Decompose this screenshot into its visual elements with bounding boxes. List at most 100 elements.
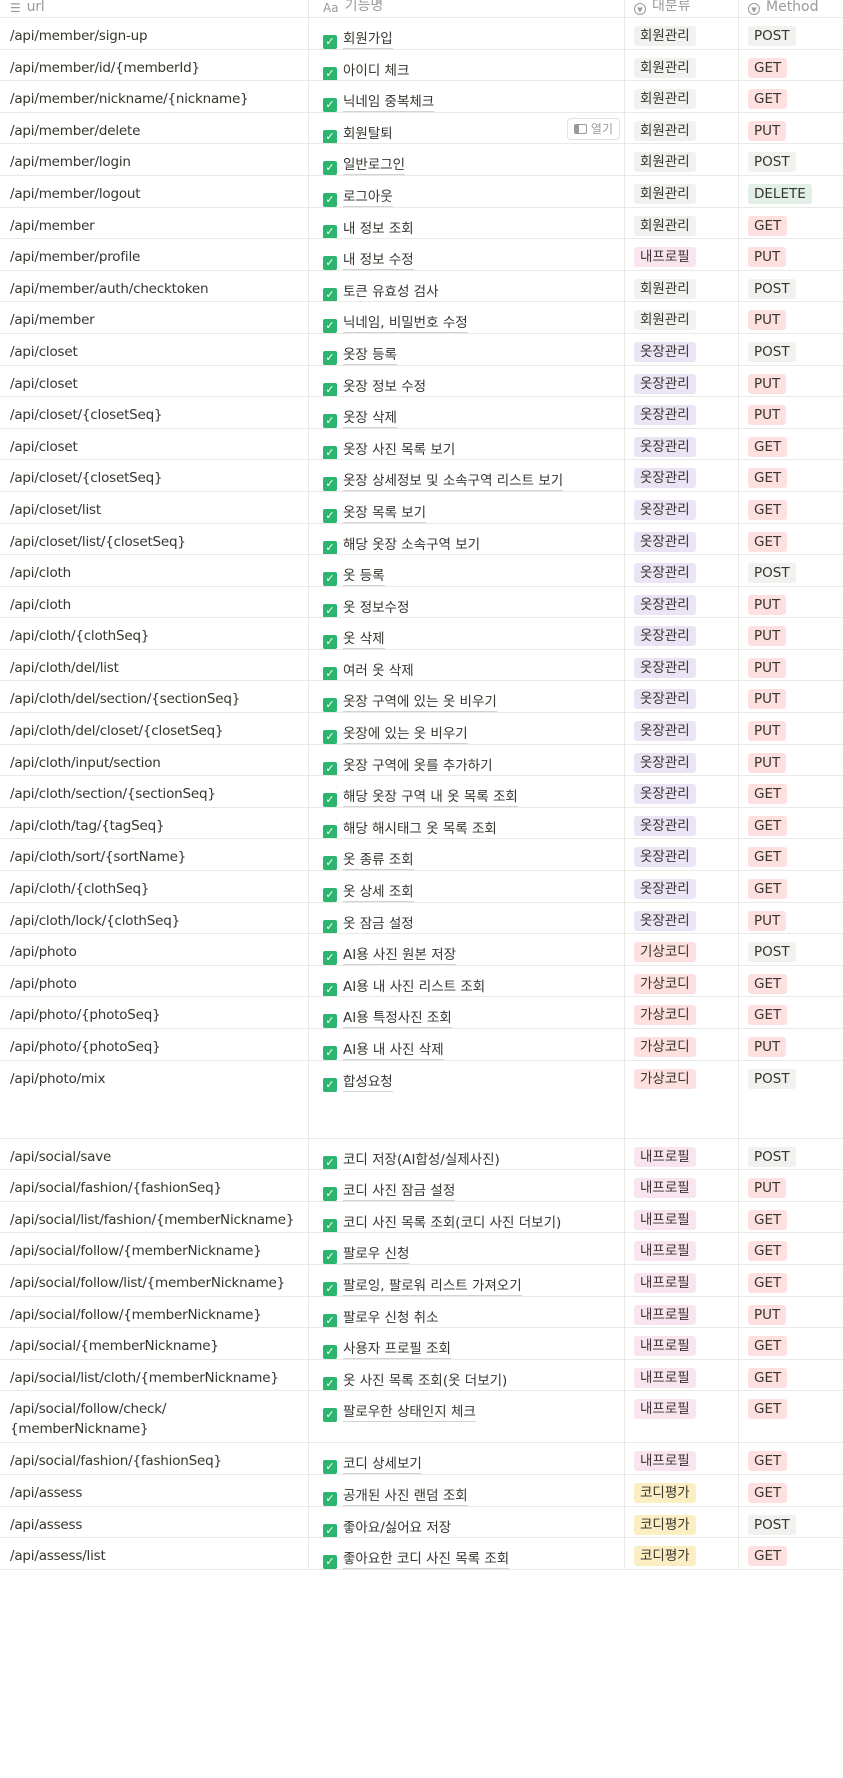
url-cell[interactable]: /api/member <box>0 302 309 333</box>
method-cell[interactable]: GET <box>739 524 843 555</box>
url-cell[interactable]: /api/cloth/sort/{sortName} <box>0 839 309 871</box>
url-cell[interactable]: /api/cloth <box>0 586 309 618</box>
url-cell[interactable]: /api/cloth <box>0 555 309 586</box>
table-row[interactable]: /api/closet ✓ 옷장 등록 옷장관리 POST <box>0 333 843 366</box>
method-cell[interactable]: PUT <box>739 397 843 428</box>
method-cell[interactable]: PUT <box>739 1297 843 1328</box>
table-row[interactable]: /api/social/fashion/{fashionSeq} ✓ 코디 상세보기… <box>0 1443 843 1475</box>
table-row[interactable]: /api/assess/list ✓ 좋아요한 코디 사진 목록 조회 코디평가 GET <box>0 1538 843 1570</box>
url-cell[interactable]: /api/cloth/{clothSeq} <box>0 618 309 649</box>
open-page-button[interactable]: 열기 <box>566 117 620 140</box>
category-cell[interactable]: 가상코디 <box>625 997 739 1028</box>
method-cell[interactable]: PUT <box>739 1170 843 1201</box>
category-cell[interactable]: 회원관리 <box>625 175 739 207</box>
category-cell[interactable]: 옷장관리 <box>625 744 739 776</box>
category-cell[interactable]: 코디평가 <box>625 1474 739 1506</box>
method-cell[interactable]: GET <box>739 429 843 460</box>
method-cell[interactable]: GET <box>739 1538 843 1569</box>
method-cell[interactable]: GET <box>739 1265 843 1296</box>
category-cell[interactable]: 옷장관리 <box>625 460 739 491</box>
category-cell[interactable]: 옷장관리 <box>625 586 739 618</box>
url-cell[interactable]: /api/social/follow/check/ {memberNicknam… <box>0 1391 309 1443</box>
table-row[interactable]: /api/cloth/sort/{sortName} ✓ 옷 종류 조회 옷장관리 GE… <box>0 839 843 872</box>
method-cell[interactable]: PUT <box>739 587 843 618</box>
checkbox-icon[interactable]: ✓ <box>323 1408 337 1423</box>
url-cell[interactable]: /api/cloth/del/section/{sectionSeq} <box>0 681 309 713</box>
name-cell[interactable]: ✓ 사용자 프로필 조회 <box>309 1328 625 1359</box>
category-cell[interactable]: 회원관리 <box>625 207 739 239</box>
table-row[interactable]: /api/social/{memberNickname} ✓ 사용자 프로필 조회 내… <box>0 1328 843 1360</box>
name-cell[interactable]: ✓ 해당 옷장 구역 내 옷 목록 조회 <box>309 776 625 807</box>
checkbox-icon[interactable]: ✓ <box>323 1218 337 1233</box>
url-cell[interactable]: /api/cloth/input/section <box>0 744 309 776</box>
category-cell[interactable]: 옷장관리 <box>625 397 739 428</box>
category-cell[interactable]: 옷장관리 <box>625 365 739 397</box>
name-cell[interactable]: ✓ 옷 잠금 설정 <box>309 902 625 934</box>
method-cell[interactable]: GET <box>739 1202 843 1233</box>
category-cell[interactable]: 코디평가 <box>625 1506 739 1538</box>
method-cell[interactable]: GET <box>739 50 843 81</box>
name-cell[interactable]: ✓ 로그아웃 <box>309 175 625 207</box>
method-cell[interactable]: PUT <box>739 366 843 397</box>
checkbox-icon[interactable]: ✓ <box>323 1523 337 1538</box>
url-cell[interactable]: /api/photo/mix <box>0 1060 309 1138</box>
name-cell[interactable]: ✓ 옷장 구역에 있는 옷 비우기 <box>309 681 625 713</box>
name-cell[interactable]: ✓ 좋아요한 코디 사진 목록 조회 <box>309 1538 625 1569</box>
table-row[interactable]: /api/closet/{closetSeq} ✓ 옷장 삭제 옷장관리 PUT <box>0 397 843 429</box>
method-cell[interactable]: PUT <box>739 713 843 744</box>
category-cell[interactable]: 옷장관리 <box>625 839 739 871</box>
table-row[interactable]: /api/member/login ✓ 일반로그인 회원관리 POST <box>0 144 843 176</box>
name-cell[interactable]: ✓ 옷장에 있는 옷 비우기 <box>309 713 625 744</box>
name-cell[interactable]: ✓ 팔로우한 상태인지 체크 <box>309 1391 625 1443</box>
category-cell[interactable]: 내프로필 <box>625 1296 739 1328</box>
name-cell[interactable]: ✓ 옷 삭제 <box>309 618 625 649</box>
method-cell[interactable]: GET <box>739 1391 843 1442</box>
name-cell[interactable]: ✓ 옷장 구역에 옷를 추가하기 <box>309 744 625 776</box>
name-cell[interactable]: ✓ AI용 내 사진 리스트 조회 <box>309 965 625 997</box>
method-cell[interactable]: POST <box>739 271 843 302</box>
url-cell[interactable]: /api/social/fashion/{fashionSeq} <box>0 1443 309 1474</box>
method-cell[interactable]: GET <box>739 1475 843 1506</box>
url-cell[interactable]: /api/assess <box>0 1506 309 1538</box>
column-header-category[interactable]: ▼ 대분류 <box>625 0 739 17</box>
method-cell[interactable]: GET <box>739 776 843 807</box>
category-cell[interactable]: 가상코디 <box>625 1060 739 1138</box>
checkbox-icon[interactable]: ✓ <box>323 1014 337 1028</box>
method-cell[interactable]: GET <box>739 1328 843 1359</box>
category-cell[interactable]: 옷장관리 <box>625 681 739 713</box>
column-header-method[interactable]: ▼ Method <box>739 0 843 17</box>
url-cell[interactable]: /api/closet <box>0 333 309 365</box>
category-cell[interactable]: 내프로필 <box>625 239 739 270</box>
table-row[interactable]: /api/member/auth/checktoken ✓ 토큰 유효성 검사 회원관… <box>0 270 843 303</box>
category-cell[interactable]: 회원관리 <box>625 112 739 144</box>
checkbox-icon[interactable]: ✓ <box>323 161 337 175</box>
category-cell[interactable]: 회원관리 <box>625 18 739 49</box>
method-cell[interactable]: GET <box>739 966 843 997</box>
table-row[interactable]: /api/cloth/del/section/{sectionSeq} ✓ 옷장 구… <box>0 681 843 714</box>
name-cell[interactable]: ✓ AI용 사진 원본 저장 <box>309 934 625 965</box>
checkbox-icon[interactable]: ✓ <box>323 1491 337 1506</box>
category-cell[interactable]: 회원관리 <box>625 270 739 302</box>
name-cell[interactable]: ✓ 좋아요/싫어요 저장 <box>309 1506 625 1538</box>
checkbox-icon[interactable]: ✓ <box>323 666 337 681</box>
name-cell[interactable]: ✓ 옷장 상세정보 및 소속구역 리스트 보기 <box>309 460 625 491</box>
url-cell[interactable]: /api/member/auth/checktoken <box>0 270 309 302</box>
method-cell[interactable]: PUT <box>739 903 843 934</box>
name-cell[interactable]: ✓ 해당 옷장 소속구역 보기 <box>309 523 625 555</box>
table-row[interactable]: /api/member/profile ✓ 내 정보 수정 내프로필 PUT <box>0 239 843 271</box>
method-cell[interactable]: GET <box>739 871 843 902</box>
table-row[interactable]: /api/photo/{photoSeq} ✓ AI용 내 사진 삭제 가상코디 PUT <box>0 1029 843 1061</box>
url-cell[interactable]: /api/cloth/del/closet/{closetSeq} <box>0 713 309 744</box>
checkbox-icon[interactable]: ✓ <box>323 35 337 49</box>
name-cell[interactable]: ✓ 닉네임 중복체크 <box>309 81 625 112</box>
name-cell[interactable]: ✓ AI용 내 사진 삭제 <box>309 1029 625 1060</box>
name-cell[interactable]: ✓ 아이디 체크 <box>309 49 625 81</box>
category-cell[interactable]: 가상코디 <box>625 1029 739 1060</box>
checkbox-icon[interactable]: ✓ <box>323 730 337 744</box>
method-cell[interactable]: GET <box>739 492 843 523</box>
url-cell[interactable]: /api/assess <box>0 1474 309 1506</box>
name-cell[interactable]: ✓ 코디 상세보기 <box>309 1443 625 1474</box>
name-cell[interactable]: ✓ 공개된 사진 랜덤 조회 <box>309 1474 625 1506</box>
name-cell[interactable]: ✓ 회원탈퇴 열기 <box>309 112 625 144</box>
category-cell[interactable]: 내프로필 <box>625 1138 739 1170</box>
